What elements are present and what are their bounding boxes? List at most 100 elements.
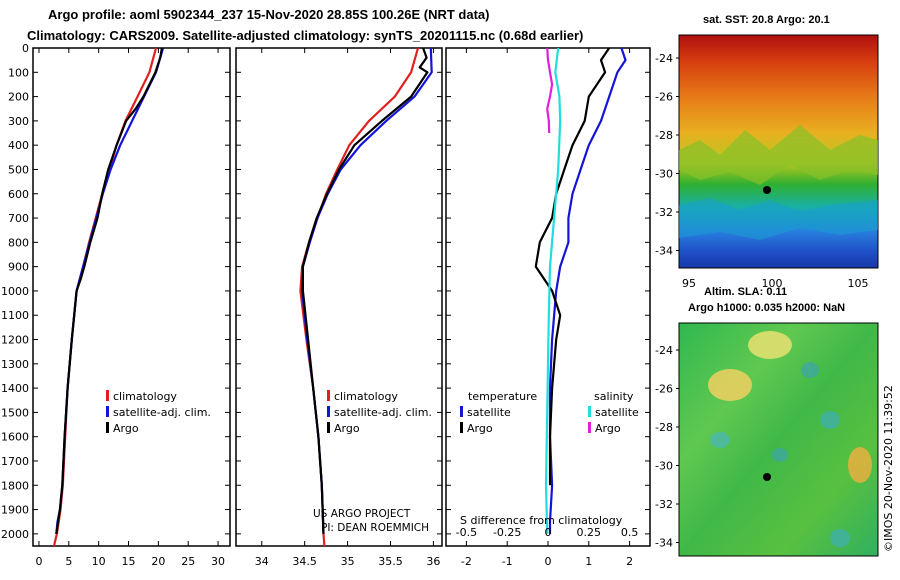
legend3-temperature-title: temperature [468,390,537,403]
series-line-satellite-adj-clim- [301,47,433,534]
x-tick-label: 36 [426,555,440,568]
sst-y-tick-label: -26 [655,91,673,104]
y-tick-label: 1800 [1,479,29,492]
series-line-satellite-adj-clim- [55,47,165,535]
s-tick-label: 0.5 [621,526,639,539]
series-line-temperature-satellite [548,47,627,534]
salinity-profile-panel: 34 34.5 35 35.5 36 [235,47,443,568]
credit-pi: PI: DEAN ROEMMICH [321,522,429,534]
legend-argo-label: Argo [113,422,139,435]
sla-y-tick-label: -30 [655,460,673,473]
x-tick-label: 34.5 [292,555,317,568]
sst-map [678,34,879,269]
series-line-argo [301,47,429,534]
y-tick-label: 0 [22,42,29,55]
legend2-sat-label: satellite-adj. clim. [334,406,432,419]
legend2-argo-label: Argo [334,422,360,435]
difference-profile-panel: -2 -1 0 1 2 [445,47,651,568]
y-tick-label: 300 [8,115,29,128]
sla-map-y-ticks: -24 -26 -28 -30 -32 -34 [655,344,679,550]
x-tick-label: 0 [545,555,552,568]
sla-y-tick-label: -26 [655,383,673,396]
legend-clim-swatch [106,390,109,401]
s-tick-label: 0 [545,526,552,539]
y-tick-label: 1100 [1,309,29,322]
legend3-sal-sat-label: satellite [595,406,639,419]
legend2-clim-swatch [327,390,330,401]
x-tick-label: 10 [92,555,106,568]
x-tick-label: 0 [35,555,42,568]
sst-y-tick-label: -28 [655,129,673,142]
y-tick-label: 500 [8,163,29,176]
legend3-sal-argo-label: Argo [595,422,621,435]
y-tick-label: 2000 [1,528,29,541]
sst-map-y-ticks: -24 -26 -28 -30 -32 -34 [655,52,679,258]
series-line-climatology [53,47,158,547]
legend2-clim-label: climatology [334,390,398,403]
x-tick-label: 5 [65,555,72,568]
y-tick-label: 400 [8,139,29,152]
sla-y-tick-label: -34 [655,537,673,550]
legend2-argo-swatch [327,422,330,433]
y-tick-label: 1200 [1,334,29,347]
sst-y-tick-label: -34 [655,245,673,258]
legend3-temp-argo-label: Argo [467,422,493,435]
sla-y-tick-label: -32 [655,498,673,511]
y-tick-label: 1400 [1,382,29,395]
s-tick-label: -0.5 [456,526,477,539]
x-tick-label: 1 [585,555,592,568]
difference-legend: temperature salinity satellite Argo sate… [460,390,639,435]
sst-map-x-ticks: 95 100 105 [682,277,869,290]
argo-location-marker [763,186,771,194]
legend-sat-label: satellite-adj. clim. [113,406,211,419]
y-tick-label: 1500 [1,406,29,419]
title-line-1: Argo profile: aoml 5902344_237 15-Nov-20… [48,7,490,22]
salinity-legend: climatology satellite-adj. clim. Argo [327,390,432,435]
legend2-sat-swatch [327,406,330,417]
sst-y-tick-label: -30 [655,168,673,181]
y-tick-label: 1900 [1,504,29,517]
sla-y-tick-label: -24 [655,344,673,357]
sla-map-title-2: Argo h1000: 0.035 h2000: NaN [688,302,845,314]
y-tick-label: 1300 [1,358,29,371]
timestamp: ©IMOS 20-Nov-2020 11:39:52 [882,385,895,552]
s-tick-label: -0.25 [493,526,521,539]
y-tick-label: 900 [8,261,29,274]
legend3-temp-sat-swatch [460,406,463,417]
sst-x-tick-label: 95 [682,277,696,290]
legend-clim-label: climatology [113,390,177,403]
x-tick-label: 35.5 [378,555,403,568]
sla-map [678,322,879,557]
y-tick-label: 100 [8,66,29,79]
temperature-profile-panel: 0100200300400500600700800900100011001200… [1,42,650,568]
sla-y-tick-label: -28 [655,421,673,434]
y-tick-label: 1600 [1,431,29,444]
x-tick-label: 15 [122,555,136,568]
series-line-salinity-satellite [544,47,562,534]
x-tick-label: -1 [502,555,513,568]
series-line-argo [55,47,163,535]
x-tick-label: 35 [341,555,355,568]
y-tick-label: 800 [8,236,29,249]
x-tick-label: -2 [461,555,472,568]
x-tick-label: 30 [211,555,225,568]
y-tick-label: 1700 [1,455,29,468]
x-tick-label: 2 [626,555,633,568]
sst-x-tick-label: 105 [848,277,869,290]
x-tick-label: 34 [255,555,269,568]
x-tick-label: 20 [151,555,165,568]
sla-map-title-1: Altim. SLA: 0.11 [704,286,787,298]
series-line-climatology [299,47,420,547]
title-line-2: Climatology: CARS2009. Satellite-adjuste… [27,28,583,43]
difference-xlabel: S difference from climatology [460,514,623,527]
y-tick-label: 1000 [1,285,29,298]
y-tick-label: 700 [8,212,29,225]
series-line-salinity-argo [546,47,554,134]
temperature-legend: climatology satellite-adj. clim. Argo [106,390,211,435]
legend3-temp-argo-swatch [460,422,463,433]
sst-map-title: sat. SST: 20.8 Argo: 20.1 [703,14,830,26]
legend3-sal-sat-swatch [588,406,591,417]
legend-argo-swatch [106,422,109,433]
sst-y-tick-label: -32 [655,206,673,219]
